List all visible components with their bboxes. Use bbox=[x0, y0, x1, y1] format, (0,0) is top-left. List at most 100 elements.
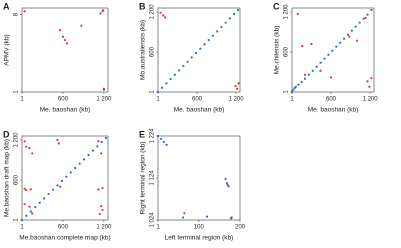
x-tick-label: 100 bbox=[194, 225, 205, 231]
data-point bbox=[173, 73, 176, 76]
data-point bbox=[355, 39, 359, 42]
data-point bbox=[23, 140, 26, 143]
data-point bbox=[97, 188, 100, 191]
data-point bbox=[358, 21, 361, 24]
data-point bbox=[182, 216, 185, 219]
data-point bbox=[290, 90, 294, 94]
data-point bbox=[91, 149, 95, 152]
data-point bbox=[300, 80, 303, 84]
data-point bbox=[99, 12, 102, 15]
data-point bbox=[47, 192, 50, 196]
data-point bbox=[216, 30, 219, 33]
data-point bbox=[366, 80, 369, 83]
data-point bbox=[233, 12, 236, 16]
data-point bbox=[323, 57, 326, 60]
data-point bbox=[29, 210, 32, 213]
x-tick-label: 1 200 bbox=[363, 97, 379, 103]
data-point bbox=[162, 140, 165, 143]
data-point bbox=[165, 82, 168, 85]
data-point bbox=[331, 49, 334, 52]
data-point bbox=[297, 83, 300, 86]
data-point bbox=[329, 76, 333, 79]
y-tick-label: 1 bbox=[14, 218, 20, 222]
y-tick-label: 1 200 bbox=[284, 4, 290, 20]
y-tick-label: 1 224 bbox=[150, 128, 156, 144]
x-tick-label: 1 200 bbox=[229, 97, 245, 103]
data-point bbox=[199, 47, 202, 50]
data-point bbox=[28, 146, 31, 150]
data-point bbox=[294, 85, 297, 88]
y-tick-label: 1 024 bbox=[150, 212, 156, 228]
data-point bbox=[60, 179, 63, 183]
data-point bbox=[190, 56, 193, 59]
y-tick-label: 1 bbox=[14, 90, 20, 94]
x-tick-label: 600 bbox=[58, 97, 69, 103]
data-point bbox=[34, 205, 37, 209]
data-point bbox=[156, 134, 160, 138]
data-point bbox=[236, 8, 240, 12]
panel-label: D bbox=[3, 129, 10, 139]
data-point bbox=[59, 185, 62, 188]
data-point bbox=[186, 60, 189, 63]
data-point bbox=[159, 11, 162, 14]
data-point bbox=[24, 188, 28, 192]
data-point bbox=[63, 38, 67, 42]
y-tick-label: 600 bbox=[14, 174, 20, 185]
data-point bbox=[100, 152, 103, 155]
panel-label: E bbox=[139, 129, 145, 139]
x-tick-label: 600 bbox=[58, 225, 69, 231]
data-point bbox=[102, 9, 105, 12]
data-point bbox=[225, 181, 228, 185]
data-point bbox=[203, 43, 206, 46]
data-point bbox=[368, 85, 371, 88]
data-point bbox=[23, 202, 26, 206]
data-point bbox=[303, 73, 307, 76]
data-point bbox=[224, 21, 227, 24]
data-point bbox=[211, 34, 215, 37]
y-tick-label: 600 bbox=[284, 46, 290, 57]
data-point bbox=[303, 77, 307, 80]
data-point bbox=[29, 188, 32, 191]
data-point bbox=[163, 16, 167, 19]
data-point bbox=[51, 188, 55, 191]
y-axis-label: Mo.australiensis (kb) bbox=[140, 20, 147, 80]
data-point bbox=[339, 41, 342, 44]
data-point bbox=[74, 166, 77, 170]
y-tick-label: 1 bbox=[150, 90, 156, 94]
data-point bbox=[101, 186, 104, 190]
data-point bbox=[370, 76, 373, 80]
data-point bbox=[57, 142, 60, 145]
data-point bbox=[319, 69, 322, 72]
x-tick-label: 1 bbox=[20, 97, 24, 103]
data-point bbox=[97, 140, 100, 143]
data-point bbox=[24, 145, 28, 148]
data-point bbox=[169, 77, 172, 81]
data-point bbox=[43, 197, 46, 200]
panel-label: C bbox=[273, 1, 280, 11]
data-point bbox=[178, 69, 181, 72]
y-tick-label: 1 124 bbox=[150, 170, 156, 186]
data-point bbox=[335, 45, 338, 48]
data-point bbox=[162, 14, 165, 17]
data-point bbox=[28, 205, 31, 208]
data-point bbox=[31, 152, 34, 155]
data-point bbox=[56, 184, 59, 187]
y-tick-label: 1 200 bbox=[14, 132, 20, 148]
data-point bbox=[226, 183, 229, 186]
y-tick-label: 1 bbox=[284, 90, 290, 94]
data-point bbox=[102, 88, 106, 91]
x-tick-label: 600 bbox=[326, 97, 337, 103]
y-axis-label: Me.baoshan draft map (kb) bbox=[4, 139, 11, 217]
data-point bbox=[237, 82, 240, 85]
data-point bbox=[342, 37, 346, 40]
data-point bbox=[61, 35, 65, 38]
y-tick-label: 600 bbox=[150, 46, 156, 57]
data-point bbox=[362, 17, 365, 20]
data-point bbox=[182, 64, 185, 68]
x-tick-label: 200 bbox=[235, 225, 246, 231]
y-tick-label: 1 200 bbox=[150, 4, 156, 20]
data-point bbox=[234, 84, 237, 88]
data-point bbox=[235, 87, 239, 90]
